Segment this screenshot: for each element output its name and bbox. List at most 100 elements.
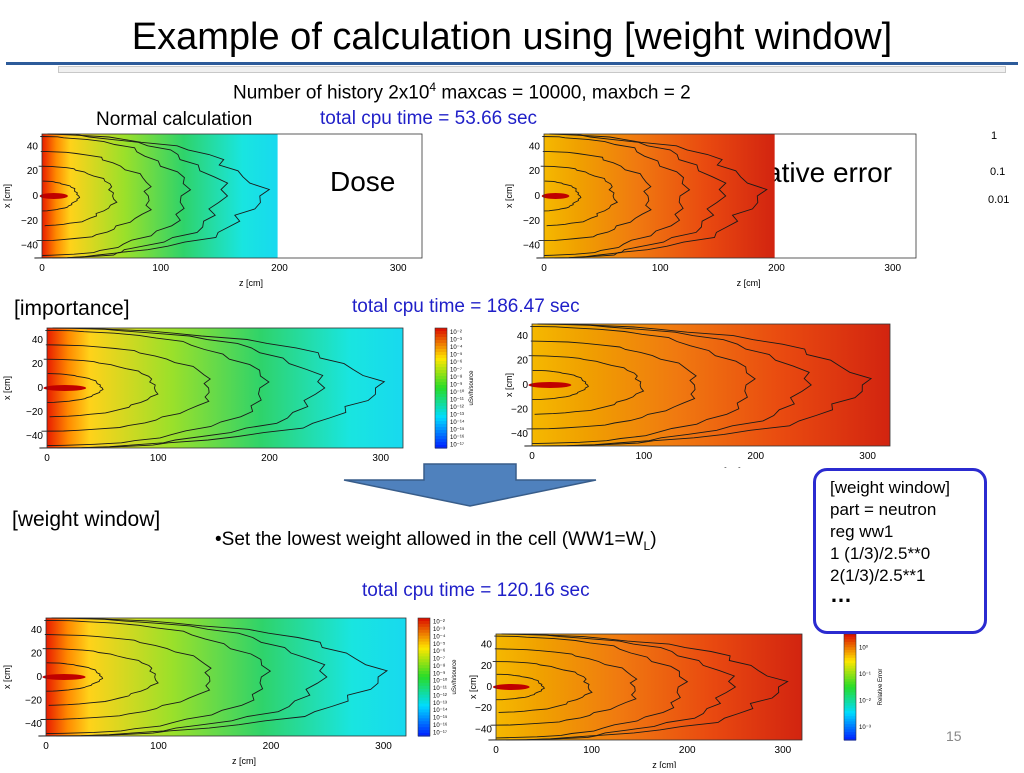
normal-cpu-time: total cpu time = 53.66 sec [320,108,538,129]
colorbar-cell [435,439,447,443]
contour-line [51,617,389,737]
colorbar-cell [418,688,430,693]
ww-bullet: •Set the lowest weight allowed in the ce… [215,529,657,553]
contour-line [524,323,812,447]
ww-box-line: [weight window] [830,478,951,497]
y-tick-label: −20 [511,404,528,415]
colorbar-label: 10⁻⁷ [433,656,445,663]
colorbar-label: 10⁻¹ [859,672,871,678]
colorbar-cell [418,709,430,713]
colorbar-cell [435,388,447,392]
colorbar-label: 10⁻³ [859,725,871,731]
field-fill [496,634,802,740]
y-axis-label: x [cm] [2,665,12,689]
y-tick-label: 40 [32,335,44,346]
x-axis-label: z [cm] [652,760,676,768]
colorbar-cell [844,639,856,643]
colorbar-cell [435,364,447,368]
x-tick-label: 200 [263,741,280,752]
colorbar-cell [435,424,447,428]
colorbar-unit: Relative Error [878,669,884,706]
colorbar-cell [844,634,856,638]
contour-line [542,136,691,256]
x-tick-label: 200 [747,451,764,462]
field-fill [47,328,403,448]
y-axis-label: x [cm] [2,376,12,400]
colorbar-cell [844,649,856,654]
colorbar-cell [418,674,430,678]
plot-frame [46,327,404,449]
colorbar-frame [434,327,448,449]
plot-frame [45,617,407,737]
dose-label: Dose [330,166,396,197]
plot-normal-relerr: 0 100 200 300 40 20 0 −20 −40 z [cm] x [cm] [502,128,922,293]
colorbar-cell [844,687,856,691]
y-axis-label: x [cm] [2,184,12,208]
colorbar-cell [435,349,447,353]
y-tick-label: 0 [32,191,38,202]
colorbar-label: 10⁻¹² [433,693,447,699]
y-tick-label: 40 [517,331,529,342]
colorbar-cell [418,641,430,646]
colorbar-cell [418,691,430,696]
colorbar-label: 10⁻¹⁵ [450,426,465,433]
colorbar-cell [844,641,856,646]
colorbar-cell [844,716,856,720]
colorbar-cell [844,705,856,709]
colorbar-cell [844,665,856,670]
colorbar-cell [418,703,430,708]
plot-ww-relerr: 0 100 200 300 40 20 0 −20 −40 z [cm] x [cm] 10⁰ 10⁻¹… [466,628,886,773]
colorbar-cell [435,394,447,398]
ww-cpu-time: total cpu time = 120.16 sec [362,580,590,601]
colorbar-unit: uSv/h/source [469,370,475,406]
colorbar-cell [418,620,430,625]
colorbar-cell [844,660,856,664]
colorbar-cell [435,367,447,371]
x-tick-label: 0 [39,263,45,274]
colorbar-cell [418,668,430,672]
colorbar-cell [418,727,430,731]
colorbar-cell [418,724,430,728]
colorbar-cell [418,718,430,722]
colorbar-label: 10⁻⁴ [433,633,446,640]
colorbar-cell [435,412,447,416]
contour-line [494,635,689,739]
x-tick-label: 100 [652,263,669,274]
y-tick-label: 40 [27,141,39,152]
colorbar-cell [418,671,430,675]
contour-line [45,329,270,447]
x-tick-label: 300 [859,451,876,462]
colorbar-label: 10⁻¹⁵ [433,715,448,722]
plot-ww-dose: 0 100 200 300 40 20 0 −20 −40 z [cm] x [cm] 10⁻² 10⁻… [0,612,460,773]
colorbar-frame [843,633,857,741]
colorbar-label: 10⁻⁹ [433,670,446,677]
colorbar-label: 10⁻¹³ [450,412,464,418]
contour-line [538,150,652,242]
x-tick-label: 200 [271,263,288,274]
plot-frame [531,323,891,447]
colorbar-cell [435,391,447,395]
contour-line [537,323,873,447]
colorbar-cell [435,331,447,335]
plot-normal-dose: 0 100 200 300 40 20 0 −20 −40 z [cm] x [cm] [0,128,430,293]
colorbar-cell [844,713,856,717]
y-tick-label: 20 [27,166,39,177]
colorbar-cell [418,706,430,711]
colorbar-cell [844,718,856,723]
importance-cpu-time: total cpu time = 186.47 sec [352,296,580,317]
y-tick-label: −20 [475,703,492,714]
y-tick-label: 40 [529,141,541,152]
contour-line [544,180,582,212]
colorbar-cell [418,694,430,699]
colorbar-cell [844,681,856,685]
colorbar-cell [844,671,856,675]
colorbar-cell [435,406,447,410]
contour-line [44,619,272,735]
colorbar-cell [435,397,447,401]
x-tick-label: 0 [493,745,499,756]
colorbar-cell [435,418,447,422]
contour-line [492,661,593,713]
